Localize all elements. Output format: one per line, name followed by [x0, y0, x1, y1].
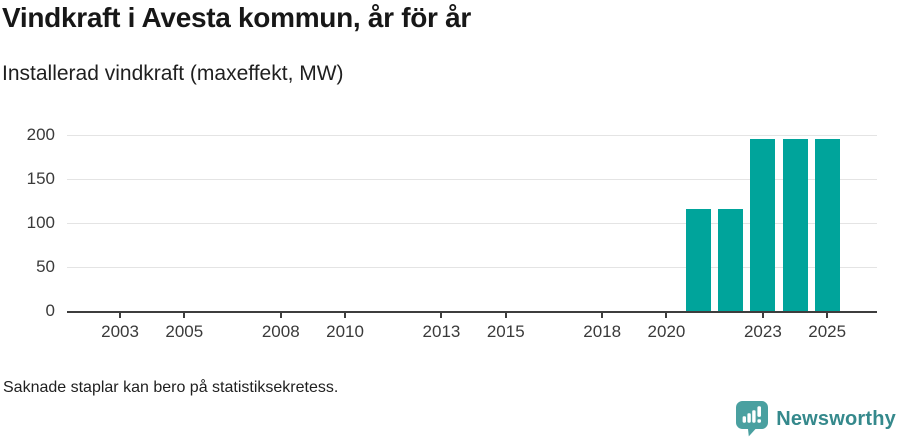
x-tick-label-2003: 2003 [101, 322, 139, 341]
gridline-200 [67, 135, 877, 136]
bar-2025 [814, 139, 840, 311]
x-tick-2018 [601, 313, 604, 318]
x-tick-2020 [665, 313, 668, 318]
gridline-100 [67, 223, 877, 224]
y-tick-label-200: 200 [26, 125, 55, 144]
bar-2021 [686, 208, 712, 311]
chart-subtitle: Installerad vindkraft (maxeffekt, MW) [2, 62, 344, 85]
x-tick-2008 [279, 313, 282, 318]
y-tick-label-100: 100 [26, 213, 55, 232]
x-tick-label-2020: 2020 [647, 322, 686, 341]
x-tick-2010 [344, 313, 347, 318]
x-tick-2025 [826, 313, 829, 318]
x-tick-label-2010: 2010 [326, 322, 364, 341]
footnote: Saknade staplar kan bero på statistiksek… [3, 379, 339, 396]
gridline-150 [67, 179, 877, 180]
x-tick-2005 [183, 313, 186, 318]
x-tick-2013 [440, 313, 443, 318]
y-tick-label-150: 150 [26, 169, 55, 188]
x-tick-label-2023: 2023 [743, 322, 782, 341]
x-tick-2003 [119, 313, 122, 318]
x-tick-2015 [504, 313, 507, 318]
x-tick-label-2008: 2008 [261, 322, 300, 341]
bar-2023 [750, 139, 776, 311]
x-tick-label-2013: 2013 [422, 322, 461, 341]
x-tick-label-2025: 2025 [808, 322, 847, 341]
x-tick-label-2015: 2015 [486, 322, 525, 341]
bar-2024 [782, 139, 808, 311]
bar-2022 [718, 208, 744, 311]
gridline-50 [67, 267, 877, 268]
plot-area [67, 118, 877, 313]
y-tick-label-50: 50 [36, 257, 55, 276]
newsworthy-bubble-icon [736, 401, 769, 437]
y-tick-label-0: 0 [45, 301, 55, 320]
x-tick-2023 [761, 313, 764, 318]
newsworthy-wordmark: Newsworthy [776, 407, 896, 430]
x-tick-label-2005: 2005 [165, 322, 204, 341]
newsworthy-logo[interactable]: Newsworthy [736, 401, 896, 437]
chart-title: Vindkraft i Avesta kommun, år för år [2, 2, 471, 33]
x-tick-label-2018: 2018 [583, 322, 622, 341]
